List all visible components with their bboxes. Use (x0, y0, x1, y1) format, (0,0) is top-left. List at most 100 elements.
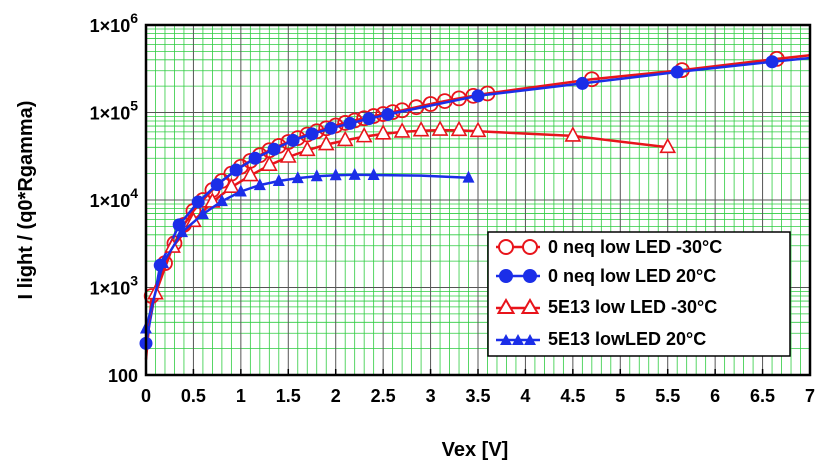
data-point (564, 126, 582, 142)
x-tick-label: 4 (520, 386, 530, 406)
data-point (253, 178, 266, 191)
legend-entry-0: 0 neq low LED -30°C (496, 237, 722, 257)
legend-marker-2a (496, 297, 516, 314)
data-point (196, 207, 209, 220)
data-point (348, 167, 361, 180)
series-1 (139, 55, 811, 350)
x-tick-label: 2 (331, 386, 341, 406)
series-2 (144, 120, 677, 332)
x-tick-label: 0 (141, 386, 151, 406)
x-tick-label: 5 (615, 386, 625, 406)
y-tick-base: 1×10 (90, 104, 131, 124)
y-axis-label: I light / (q0*Rgamma) (15, 101, 37, 300)
x-tick-label: 5.5 (655, 386, 680, 406)
data-point (412, 120, 430, 137)
legend-label-3: 5E13 lowLED 20°C (548, 329, 706, 349)
data-point (260, 155, 278, 171)
data-point (367, 168, 380, 181)
y-tick-exponent: 3 (130, 273, 138, 289)
y-tick-base: 1×10 (90, 16, 131, 36)
legend-label-0: 0 neq low LED -30°C (548, 237, 722, 257)
x-tick-label: 2.5 (371, 386, 396, 406)
legend-label-2: 5E13 low LED -30°C (548, 297, 717, 317)
data-point (291, 171, 304, 184)
data-point (381, 107, 395, 121)
data-point (157, 256, 170, 269)
data-point (659, 137, 677, 154)
x-tick-label: 1.5 (276, 386, 301, 406)
legend-entry-2: 5E13 low LED -30°C (496, 297, 717, 317)
y-tick-exponent: 5 (130, 98, 138, 114)
data-point (575, 76, 589, 90)
data-point (298, 140, 316, 157)
legend-marker-1a (499, 269, 513, 283)
legend-entry-1: 0 neq low LED 20°C (496, 266, 716, 286)
data-point (355, 126, 373, 143)
data-point (229, 163, 243, 177)
legend-box (487, 231, 791, 357)
y-tick-label: 1×103 (90, 273, 139, 299)
y-tick-label: 100 (108, 366, 138, 386)
x-tick-label: 3 (426, 386, 436, 406)
data-point (469, 121, 487, 138)
data-point (272, 173, 285, 186)
data-point (324, 121, 338, 135)
y-tick-base: 1×10 (90, 279, 131, 299)
x-tick-label: 6.5 (750, 386, 775, 406)
data-point (223, 177, 240, 194)
data-point (305, 127, 319, 141)
x-tick-label: 7 (805, 386, 815, 406)
data-point (343, 116, 357, 130)
y-tick-label: 1×105 (90, 98, 139, 124)
y-tick-exponent: 4 (130, 185, 138, 201)
data-point (471, 89, 485, 103)
data-point (176, 225, 189, 238)
data-point (765, 55, 779, 69)
x-tick-label: 4.5 (560, 386, 585, 406)
data-point (450, 120, 468, 137)
series-line-0 (144, 54, 811, 360)
x-tick-label: 0.5 (181, 386, 206, 406)
legend-label-1: 0 neq low LED 20°C (548, 266, 716, 286)
data-point (310, 169, 323, 182)
data-point (279, 147, 297, 163)
legend-marker-0a (498, 239, 514, 255)
data-point (210, 178, 224, 192)
series-layer (139, 50, 811, 360)
legend-marker-0b (522, 239, 538, 255)
data-point (393, 122, 411, 138)
legend-marker-3c (524, 334, 536, 345)
series-3 (140, 167, 475, 334)
data-point (242, 165, 259, 182)
data-point (462, 170, 475, 183)
data-point (286, 133, 300, 147)
data-point (191, 195, 205, 209)
y-tick-label: 1×106 (90, 10, 139, 36)
data-point (267, 142, 281, 156)
y-tick-base: 1×10 (90, 191, 131, 211)
data-point (248, 151, 262, 165)
legend-entry-3: 5E13 lowLED 20°C (496, 329, 706, 349)
data-point (374, 124, 392, 140)
legend-marker-3b (512, 334, 524, 345)
data-point (670, 65, 684, 79)
y-tick-exponent: 6 (130, 10, 138, 26)
legend-marker-2b (520, 297, 540, 314)
legend: 0 neq low LED -30°C 0 neq low LED 20°C 5… (487, 231, 791, 357)
data-point (336, 130, 354, 147)
data-point (329, 168, 342, 181)
y-tick-label: 1×104 (90, 185, 139, 211)
x-axis-label: Vex [V] (442, 439, 509, 461)
legend-marker-3a (500, 334, 512, 345)
x-tick-label: 3.5 (465, 386, 490, 406)
legend-marker-1b (523, 269, 537, 283)
data-point (234, 184, 247, 197)
x-tick-label: 1 (236, 386, 246, 406)
data-point (362, 112, 376, 126)
data-point (215, 194, 228, 207)
data-point (317, 134, 335, 151)
x-tick-label: 6 (710, 386, 720, 406)
data-point (431, 120, 449, 136)
